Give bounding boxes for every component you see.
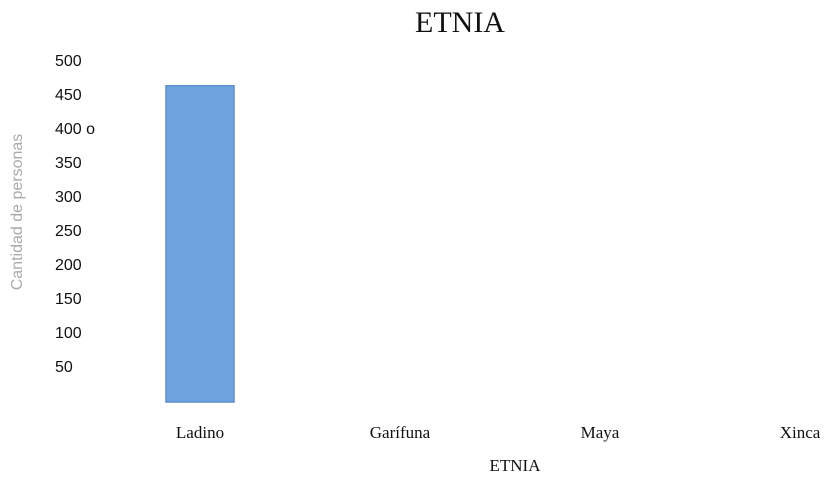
y-tick-label: 50 [55, 359, 73, 376]
y-tick-label: 100 [55, 325, 82, 342]
chart-title: ETNIA [415, 6, 505, 39]
y-tick-label: 300 [55, 189, 82, 206]
y-tick-label: 200 [55, 257, 82, 274]
x-axis-label: ETNIA [490, 456, 542, 475]
y-tick-label: 150 [55, 291, 82, 308]
y-tick-label: 350 [55, 155, 82, 172]
y-tick-label: 500 [55, 53, 82, 70]
y-tick-label: 450 [55, 87, 82, 104]
x-tick-label: Maya [581, 423, 620, 442]
x-tick-label: Garífuna [370, 423, 431, 442]
x-tick-label: Xinca [780, 423, 821, 442]
y-tick-label: 250 [55, 223, 82, 240]
y-tick-label: 400 o [55, 121, 95, 138]
x-tick-label: Ladino [176, 423, 224, 442]
y-axis-label: Cantidad de personas [9, 134, 26, 291]
bar [165, 85, 235, 403]
